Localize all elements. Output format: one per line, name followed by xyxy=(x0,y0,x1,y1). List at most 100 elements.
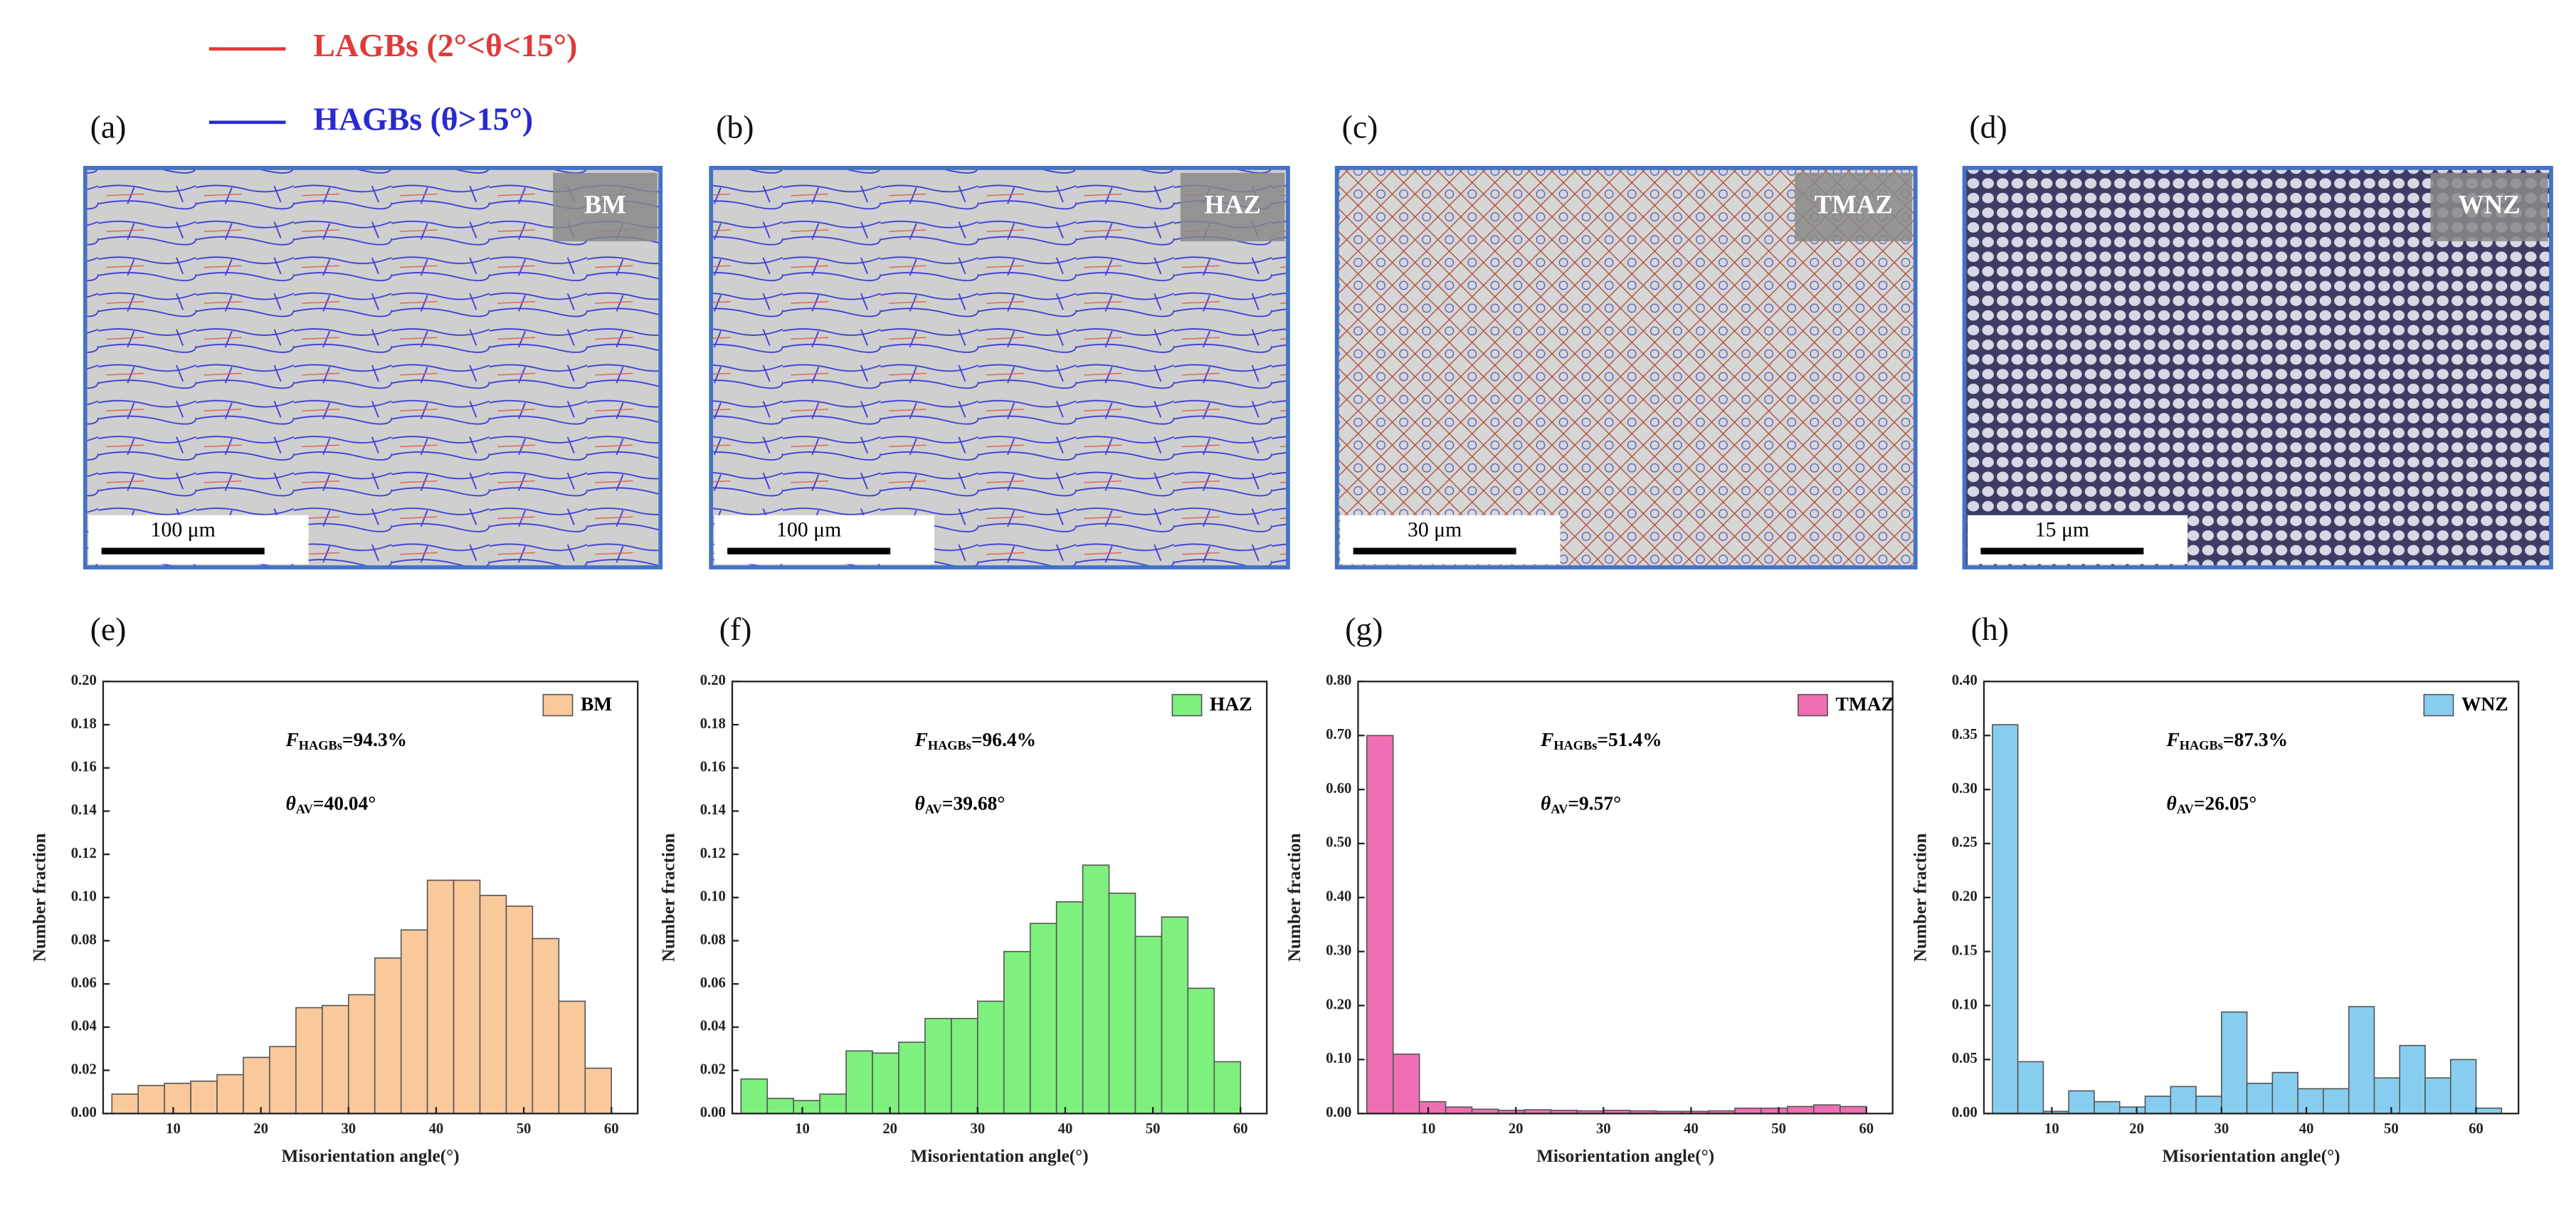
y-tick-label: 0.02 xyxy=(700,1061,726,1077)
annotation: θAV=40.04° xyxy=(285,793,376,816)
legend-swatch xyxy=(542,693,574,717)
bar xyxy=(532,938,560,1115)
x-tick-label: 50 xyxy=(1146,1121,1161,1137)
bar xyxy=(1003,950,1031,1115)
annotation-subscript: AV xyxy=(1551,802,1568,816)
y-tick-label: 0.16 xyxy=(71,759,97,774)
scale-box xyxy=(714,515,934,565)
scale-label: 15 μm xyxy=(2035,518,2089,541)
annotation-symbol: F xyxy=(1540,729,1553,750)
bar xyxy=(924,1017,952,1115)
bar xyxy=(951,1017,978,1115)
legend-label: TMAZ xyxy=(1836,693,1894,715)
x-tick-label: 50 xyxy=(1771,1121,1786,1137)
scale-label: 100 μm xyxy=(776,518,841,541)
zone-label: HAZ xyxy=(1204,189,1260,219)
x-tick-label: 50 xyxy=(2384,1121,2399,1137)
annotation-text: =39.68° xyxy=(942,793,1005,814)
scale-label: 100 μm xyxy=(151,518,216,541)
legend-label: HAGBs (θ>15°) xyxy=(313,100,533,137)
bar xyxy=(558,1000,586,1115)
y-tick-label: 0.16 xyxy=(700,759,726,774)
bar xyxy=(295,1007,323,1115)
annotation: FHAGBs=96.4% xyxy=(914,729,1037,752)
scale-box xyxy=(88,515,309,565)
y-tick-label: 0.30 xyxy=(1326,942,1351,958)
bar xyxy=(347,994,376,1115)
bar xyxy=(740,1078,769,1115)
annotation: FHAGBs=51.4% xyxy=(1540,729,1662,752)
y-tick-label: 0.05 xyxy=(1952,1051,1978,1066)
annotation-text: =40.04° xyxy=(313,793,376,814)
y-tick-label: 0.04 xyxy=(700,1019,726,1034)
bar xyxy=(1839,1106,1867,1115)
bar xyxy=(1187,987,1215,1115)
zone-label: BM xyxy=(584,189,626,219)
y-tick-label: 0.15 xyxy=(1952,942,1978,958)
bar xyxy=(2118,1106,2146,1115)
scale-box xyxy=(1340,515,1561,565)
annotation: FHAGBs=94.3% xyxy=(285,729,407,752)
x-tick-label: 30 xyxy=(341,1121,356,1137)
y-tick-label: 0.80 xyxy=(1326,673,1351,688)
y-tick-label: 0.10 xyxy=(1326,1051,1351,1066)
panel-label: (h) xyxy=(1971,611,2009,647)
bar xyxy=(1134,935,1163,1115)
bar xyxy=(1366,735,1394,1115)
annotation-symbol: θ xyxy=(2166,793,2176,814)
x-tick-label: 60 xyxy=(1859,1121,1874,1137)
annotation: θAV=26.05° xyxy=(2166,793,2256,816)
panel-label: (e) xyxy=(90,611,127,647)
bar xyxy=(2170,1086,2197,1115)
y-tick-label: 0.60 xyxy=(1326,781,1351,797)
panel-label: (g) xyxy=(1345,611,1383,647)
zone-badge xyxy=(1180,172,1285,241)
bar xyxy=(322,1004,349,1115)
bar xyxy=(1787,1106,1815,1115)
y-axis-label: Number fraction xyxy=(1911,833,1931,962)
scale-bar xyxy=(1980,547,2144,555)
y-axis-label: Number fraction xyxy=(1285,833,1304,962)
annotation-symbol: θ xyxy=(1541,793,1551,814)
bar xyxy=(2221,1011,2248,1115)
scale-bar xyxy=(727,547,891,555)
y-tick-label: 0.00 xyxy=(71,1105,97,1120)
annotation-subscript: HAGBs xyxy=(2180,738,2223,752)
annotation: θAV=39.68° xyxy=(915,793,1005,816)
annotation-symbol: F xyxy=(914,729,928,750)
bar xyxy=(2323,1088,2350,1115)
zone-badge xyxy=(2430,172,2548,241)
y-tick-label: 0.20 xyxy=(1952,889,1978,905)
bar xyxy=(1161,916,1189,1115)
bar xyxy=(2449,1059,2477,1115)
bar xyxy=(216,1073,244,1115)
x-axis-label: Misorientation angle(°) xyxy=(1536,1147,1714,1166)
legend-label: WNZ xyxy=(2461,693,2508,715)
y-tick-label: 0.00 xyxy=(1952,1105,1978,1120)
y-tick-label: 0.00 xyxy=(1326,1105,1351,1120)
annotation-symbol: F xyxy=(285,729,298,750)
legend-label: LAGBs (2°<θ<15°) xyxy=(313,27,577,63)
annotation: θAV=9.57° xyxy=(1541,793,1621,816)
x-tick-label: 40 xyxy=(429,1121,444,1137)
bar xyxy=(111,1093,139,1115)
bar xyxy=(793,1100,820,1115)
y-tick-label: 0.12 xyxy=(71,846,97,861)
y-tick-label: 0.20 xyxy=(71,673,97,688)
y-tick-label: 0.08 xyxy=(700,932,726,947)
y-tick-label: 0.25 xyxy=(1952,835,1978,851)
annotation-subscript: HAGBs xyxy=(928,738,971,752)
bar xyxy=(766,1098,795,1115)
x-axis-label: Misorientation angle(°) xyxy=(911,1147,1089,1166)
bar xyxy=(2195,1096,2222,1115)
annotation-text: =9.57° xyxy=(1568,793,1621,814)
x-tick-label: 30 xyxy=(1596,1121,1611,1137)
bar xyxy=(2144,1096,2172,1115)
x-tick-label: 60 xyxy=(604,1121,619,1137)
legend-swatch xyxy=(1798,693,1828,717)
x-axis-label: Misorientation angle(°) xyxy=(2163,1147,2340,1166)
bar xyxy=(2373,1077,2401,1115)
y-tick-label: 0.14 xyxy=(700,802,726,818)
x-tick-label: 30 xyxy=(2215,1121,2229,1137)
